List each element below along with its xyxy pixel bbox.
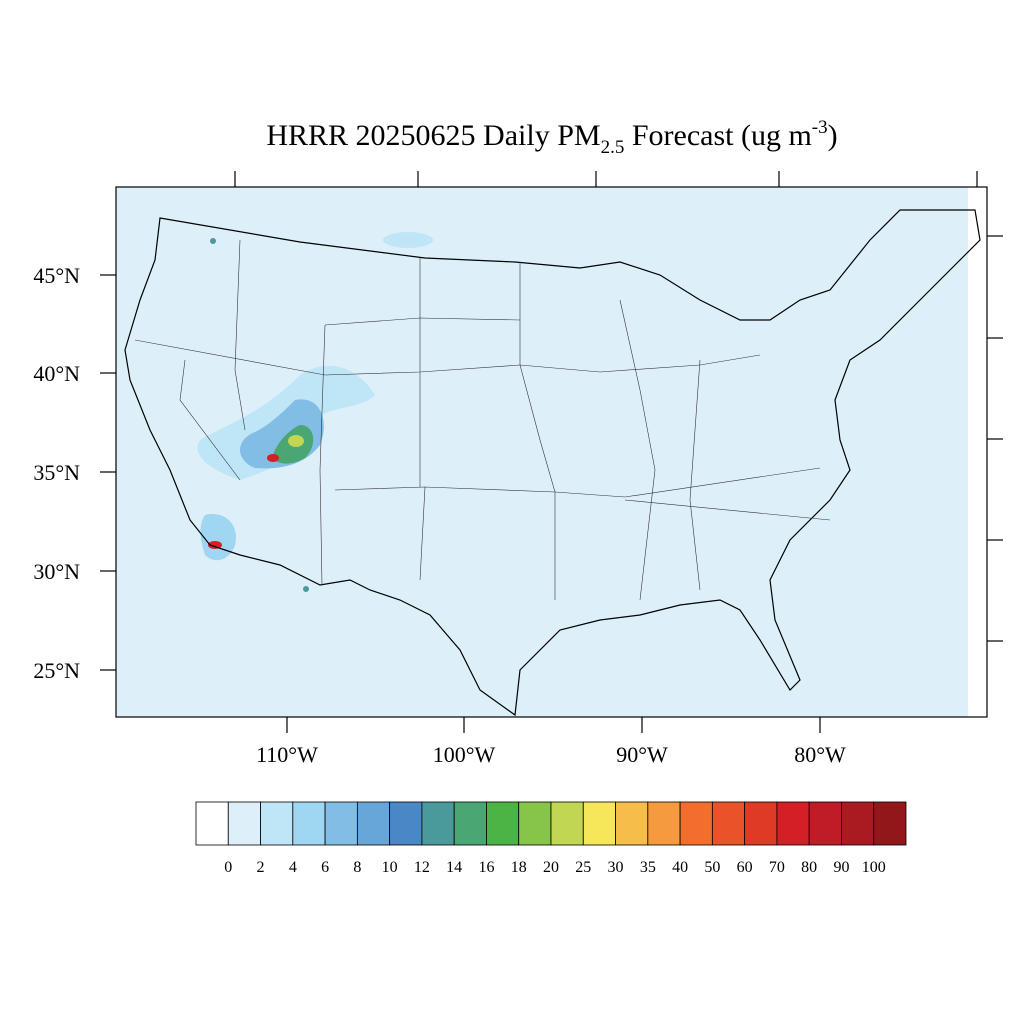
colorbar-label: 30 [608, 859, 624, 876]
title-after: Forecast (ug m [624, 119, 811, 152]
lon-label: 110°W [256, 742, 318, 767]
plume [208, 541, 222, 549]
colorbar-label: 12 [414, 859, 430, 876]
plumes [197, 232, 433, 592]
colorbar-box [389, 801, 423, 846]
frame-ticks [100, 171, 1003, 733]
colorbar-label: 14 [446, 859, 462, 876]
map-panel [100, 171, 1003, 733]
colorbar-label: 16 [478, 859, 494, 876]
plume [303, 586, 309, 592]
plume [200, 514, 236, 561]
colorbar-label: 20 [543, 859, 559, 876]
title-superscript: -3 [812, 117, 828, 138]
colorbar-box [808, 801, 842, 846]
colorbar-box [615, 801, 649, 846]
colorbar-box [550, 801, 584, 846]
plume [383, 232, 433, 248]
title-subscript: 2.5 [601, 137, 625, 158]
title: HRRR 20250625 Daily PM2.5 Forecast (ug m… [266, 117, 837, 158]
colorbar-label: 40 [672, 859, 688, 876]
title-main: HRRR 20250625 Daily PM [266, 119, 600, 152]
colorbar-label: 4 [289, 859, 297, 876]
colorbar-box [841, 801, 875, 846]
colorbar-label: 10 [382, 859, 398, 876]
colorbar-label: 18 [511, 859, 527, 876]
lon-label: 80°W [794, 742, 846, 767]
colorbar-box [260, 801, 294, 846]
colorbar-box [292, 801, 326, 846]
lat-label: 35°N [33, 460, 80, 485]
colorbar-box [195, 801, 229, 846]
lat-label: 45°N [33, 263, 80, 288]
colorbar-label: 100 [862, 859, 886, 876]
lat-label: 25°N [33, 658, 80, 683]
colorbar-label: 2 [257, 859, 265, 876]
colorbar-box [453, 801, 487, 846]
colorbar-label: 25 [575, 859, 591, 876]
colorbar-box [776, 801, 810, 846]
colorbar-box [518, 801, 552, 846]
lat-label: 40°N [33, 361, 80, 386]
colorbar-box [679, 801, 713, 846]
colorbar-box [582, 801, 616, 846]
colorbar-box [744, 801, 778, 846]
colorbar-box [421, 801, 455, 846]
colorbar-box [356, 801, 391, 846]
lat-label: 30°N [33, 559, 80, 584]
coastline [124, 209, 981, 717]
colorbar-label: 90 [833, 859, 849, 876]
colorbar-label: 6 [321, 859, 329, 876]
state-lines [134, 239, 831, 601]
map-frame [115, 186, 988, 718]
colorbar-box [711, 801, 746, 846]
colorbar-box [647, 801, 681, 846]
colorbar-box [324, 801, 358, 846]
colorbar-box [227, 801, 261, 846]
colorbar-label: 35 [640, 859, 656, 876]
title-close: ) [828, 119, 838, 152]
plume [288, 435, 304, 447]
colorbar-label: 80 [801, 859, 817, 876]
plume [210, 238, 216, 244]
colorbar-label: 60 [737, 859, 753, 876]
colorbar-box [486, 801, 520, 846]
plume [267, 454, 279, 462]
lon-label: 100°W [433, 742, 496, 767]
colorbar-box [873, 801, 907, 846]
colorbar-label: 50 [704, 859, 720, 876]
colorbar-label: 0 [224, 859, 232, 876]
map-edge [968, 187, 987, 717]
colorbar-label: 8 [353, 859, 361, 876]
colorbar-label: 70 [769, 859, 785, 876]
lon-label: 90°W [616, 742, 668, 767]
